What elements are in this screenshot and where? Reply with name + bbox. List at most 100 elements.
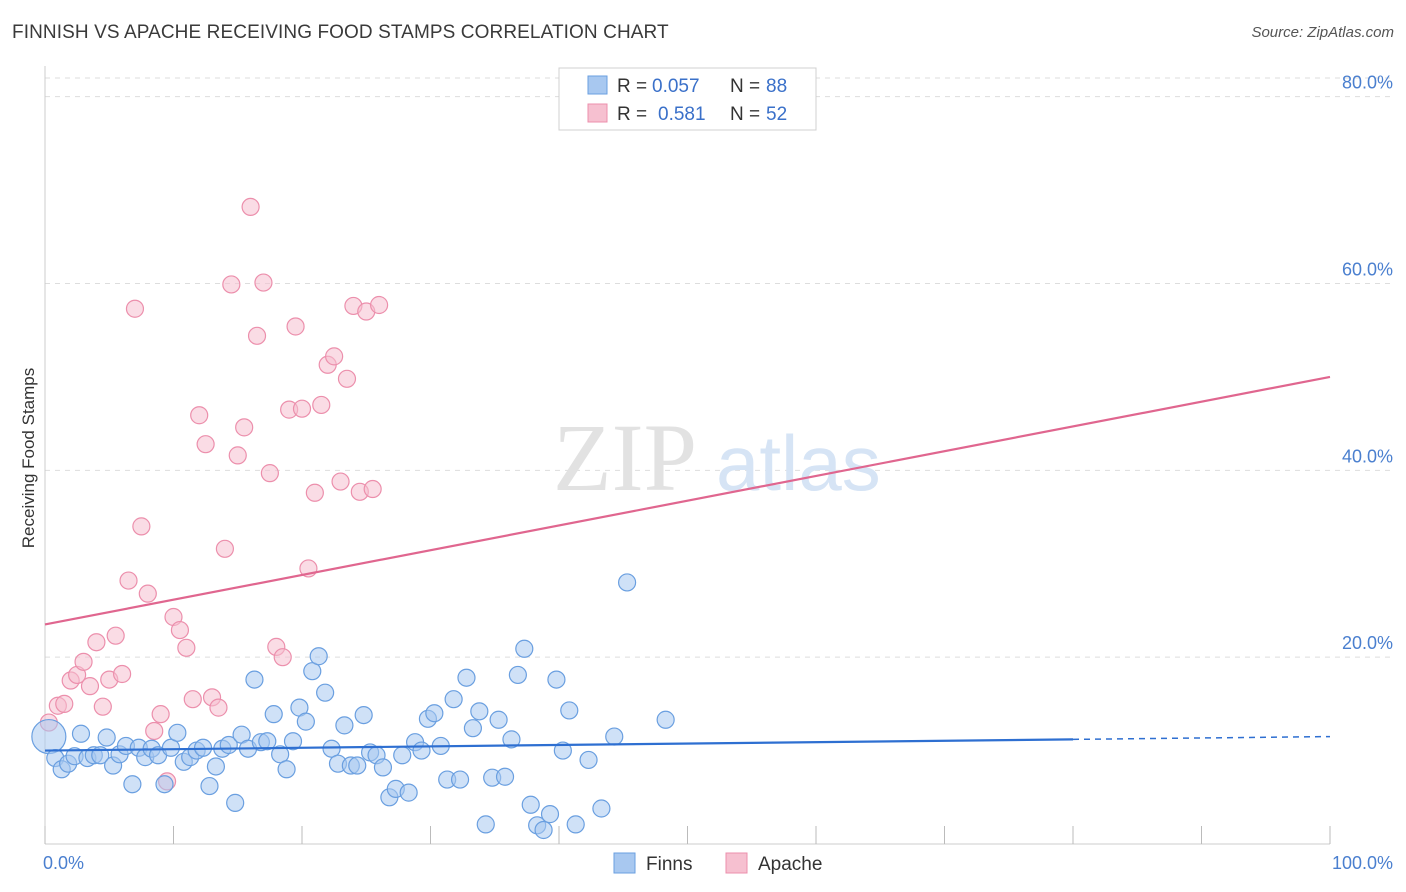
- finns-point: [399, 783, 418, 802]
- apache-point: [183, 690, 202, 709]
- finns-point: [258, 732, 277, 751]
- bottom-legend-finns-swatch: [613, 852, 636, 874]
- finns-point: [71, 724, 91, 743]
- finns-point: [457, 668, 476, 687]
- apache-point: [119, 571, 138, 590]
- finns-point: [508, 665, 527, 685]
- legend-finns-r-value: 0.057: [652, 76, 700, 97]
- apache-point: [312, 395, 331, 415]
- apache-point: [93, 697, 112, 716]
- apache-point: [247, 326, 267, 345]
- apache-point: [145, 721, 164, 741]
- finns-point: [412, 741, 431, 760]
- finns-point: [502, 730, 521, 749]
- apache-point: [74, 652, 93, 671]
- apache-point: [132, 517, 151, 536]
- finns-point: [155, 775, 174, 794]
- bottom-legend-finns-label: Finns: [646, 854, 692, 875]
- apache-point: [190, 406, 209, 425]
- apache-point: [222, 275, 241, 294]
- finns-point: [296, 712, 315, 731]
- apache-point: [138, 584, 157, 603]
- apache-point: [215, 539, 234, 558]
- finns-point: [354, 705, 373, 725]
- finns-points: [31, 573, 675, 840]
- apache-point: [151, 705, 170, 724]
- apache-point: [55, 694, 74, 713]
- finns-point: [560, 701, 579, 720]
- apache-points: [39, 197, 389, 791]
- bottom-legend-apache-label: Apache: [758, 854, 822, 875]
- apache-point: [337, 369, 357, 388]
- y-tick-label: 20.0%: [1342, 633, 1393, 653]
- grid-lines: [45, 77, 1392, 658]
- finns-point: [316, 683, 335, 702]
- finns-point: [348, 756, 367, 775]
- apache-point: [106, 626, 125, 645]
- finns-trend-extension: [1072, 735, 1331, 741]
- finns-point: [393, 746, 412, 765]
- apache-point: [292, 399, 312, 418]
- apache-point: [235, 418, 254, 437]
- legend-finns-r-label: R =: [617, 76, 647, 97]
- finns-trend-line: [44, 738, 1074, 752]
- finns-point: [553, 741, 572, 760]
- apache-point: [254, 273, 273, 292]
- finns-point: [97, 728, 116, 747]
- finns-point: [425, 704, 444, 723]
- apache-point: [112, 664, 132, 684]
- finns-point: [450, 770, 470, 789]
- finns-point: [495, 767, 515, 786]
- watermark: ZIP atlas: [553, 404, 881, 511]
- y-tick-label: 40.0%: [1342, 446, 1393, 466]
- tick-labels: 20.0% 40.0% 60.0% 80.0% 0.0% 100.0%: [43, 73, 1393, 873]
- apache-point: [370, 295, 389, 315]
- finns-point: [264, 705, 283, 724]
- finns-point: [309, 647, 328, 666]
- finns-point: [540, 805, 560, 824]
- finns-point: [566, 815, 585, 834]
- apache-point: [209, 698, 228, 717]
- finns-point: [592, 799, 611, 818]
- apache-point: [228, 446, 247, 465]
- x-tick-label: 100.0%: [1332, 853, 1393, 873]
- finns-point: [303, 662, 322, 681]
- legend-apache-swatch: [587, 103, 608, 123]
- y-axis-label: Receiving Food Stamps: [19, 368, 38, 548]
- apache-point: [170, 620, 190, 640]
- finns-point: [123, 775, 142, 794]
- apache-point: [125, 299, 145, 318]
- legend-finns-swatch: [587, 75, 608, 95]
- finns-point: [579, 750, 598, 770]
- finns-point: [489, 710, 508, 729]
- apache-point: [273, 648, 292, 667]
- watermark-atlas: atlas: [716, 419, 881, 507]
- finns-point: [277, 760, 296, 779]
- finns-point: [444, 690, 463, 709]
- finns-point: [463, 719, 483, 738]
- apache-point: [305, 483, 324, 502]
- finns-point: [335, 716, 354, 735]
- chart-title: FINNISH VS APACHE RECEIVING FOOD STAMPS …: [12, 22, 669, 43]
- legend-apache-r-value: 0.581: [658, 104, 706, 125]
- bottom-legend-apache-swatch: [725, 852, 748, 874]
- apache-point: [363, 479, 382, 499]
- legend-finns-n-value: 88: [766, 76, 787, 97]
- watermark-zip: ZIP: [553, 404, 697, 511]
- apache-point: [177, 638, 196, 657]
- apache-point: [331, 472, 350, 491]
- y-tick-label: 80.0%: [1342, 73, 1393, 93]
- finns-point: [515, 639, 534, 658]
- finns-point: [245, 670, 264, 689]
- finns-point: [271, 745, 290, 764]
- finns-point: [656, 710, 675, 729]
- finns-point: [322, 739, 341, 758]
- legend-apache-n-label: N =: [730, 104, 760, 125]
- finns-point: [373, 758, 393, 777]
- apache-point: [286, 317, 305, 336]
- finns-point: [226, 793, 245, 812]
- finns-point: [206, 757, 226, 776]
- apache-point: [260, 464, 279, 483]
- apache-point: [80, 677, 100, 696]
